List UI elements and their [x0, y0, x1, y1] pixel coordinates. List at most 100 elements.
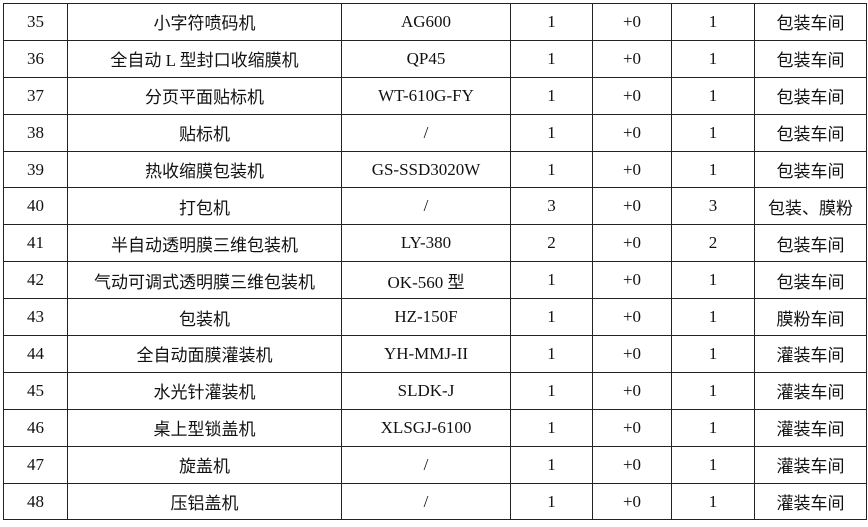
original-quantity: 1: [510, 371, 593, 410]
total-quantity: 1: [671, 261, 755, 300]
location: 包装车间: [754, 76, 867, 115]
table-row: 40 打包机/3 +0 3 包装、膜粉: [3, 187, 867, 226]
original-quantity: 1: [510, 39, 593, 78]
table-row: 43 包装机 HZ-150F 1 +0 1 膜粉车间: [3, 298, 867, 337]
model: LY-380: [341, 224, 511, 263]
original-quantity: 1: [510, 76, 593, 115]
total-quantity: 1: [671, 3, 755, 41]
model: HZ-150F: [341, 298, 511, 337]
location: 膜粉车间: [754, 298, 867, 337]
total-quantity: 1: [671, 371, 755, 410]
row-number: 43: [3, 298, 68, 337]
total-quantity: 1: [671, 39, 755, 78]
equipment-name: 桌上型锁盖机: [67, 408, 342, 447]
table-row: 35 小字符喷码机 AG600 1 +0 1 包装车间: [3, 3, 867, 41]
table-row: 38 贴标机/1 +0 1 包装车间: [3, 113, 867, 152]
total-quantity: 1: [671, 113, 755, 152]
original-quantity: 1: [510, 482, 593, 521]
original-quantity: 1: [510, 113, 593, 152]
row-number: 42: [3, 261, 68, 300]
equipment-name: 包装机: [67, 298, 342, 337]
location: 灌装车间: [754, 335, 867, 373]
equipment-name: 贴标机: [67, 113, 342, 152]
table-row: 41 半自动透明膜三维包装机 LY-380 2 +0 2 包装车间: [3, 224, 867, 263]
total-quantity: 1: [671, 445, 755, 484]
table-row: 36 全自动 L 型封口收缩膜机 QP45 1 +0 1 包装车间: [3, 39, 867, 78]
location: 包装车间: [754, 113, 867, 152]
change-quantity: +0: [592, 224, 672, 263]
total-quantity: 3: [671, 187, 755, 226]
equipment-table: 35 小字符喷码机 AG600 1 +0 1 包装车间 36 全自动 L 型封口收缩膜机 QP45…: [3, 3, 867, 521]
original-quantity: 1: [510, 408, 593, 447]
model: /: [341, 482, 511, 521]
table-row: 37 分页平面贴标机 WT-610G-FY 1 +0 1 包装车间: [3, 76, 867, 115]
change-quantity: +0: [592, 150, 672, 189]
location: 包装车间: [754, 224, 867, 263]
equipment-name: 分页平面贴标机: [67, 76, 342, 115]
equipment-name: 打包机: [67, 187, 342, 226]
total-quantity: 1: [671, 408, 755, 447]
location: 灌装车间: [754, 371, 867, 410]
table-row: 39 热收缩膜包装机 GS-SSD3020W 1 +0 1 包装车间: [3, 150, 867, 189]
equipment-name: 半自动透明膜三维包装机: [67, 224, 342, 263]
row-number: 47: [3, 445, 68, 484]
model: OK-560 型: [341, 261, 511, 300]
model: WT-610G-FY: [341, 76, 511, 115]
location: 灌装车间: [754, 445, 867, 484]
row-number: 41: [3, 224, 68, 263]
total-quantity: 1: [671, 335, 755, 373]
model: GS-SSD3020W: [341, 150, 511, 189]
table-row: 48 压铝盖机/1 +0 1 灌装车间: [3, 482, 867, 521]
original-quantity: 1: [510, 261, 593, 300]
location: 包装车间: [754, 39, 867, 78]
location: 包装车间: [754, 3, 867, 41]
equipment-name: 小字符喷码机: [67, 3, 342, 41]
change-quantity: +0: [592, 113, 672, 152]
row-number: 48: [3, 482, 68, 521]
table-row: 46 桌上型锁盖机 XLSGJ-6100 1 +0 1 灌装车间: [3, 408, 867, 447]
location: 包装车间: [754, 261, 867, 300]
change-quantity: +0: [592, 371, 672, 410]
change-quantity: +0: [592, 482, 672, 521]
model: QP45: [341, 39, 511, 78]
original-quantity: 2: [510, 224, 593, 263]
equipment-name: 气动可调式透明膜三维包装机: [67, 261, 342, 300]
change-quantity: +0: [592, 408, 672, 447]
equipment-name: 压铝盖机: [67, 482, 342, 521]
equipment-name: 热收缩膜包装机: [67, 150, 342, 189]
model: /: [341, 187, 511, 226]
location: 包装、膜粉: [754, 187, 867, 226]
row-number: 39: [3, 150, 68, 189]
location: 灌装车间: [754, 408, 867, 447]
total-quantity: 2: [671, 224, 755, 263]
row-number: 37: [3, 76, 68, 115]
row-number: 45: [3, 371, 68, 410]
location: 包装车间: [754, 150, 867, 189]
model: YH-MMJ-II: [341, 335, 511, 373]
table-row: 42 气动可调式透明膜三维包装机 OK-560 型 1 +0 1 包装车间: [3, 261, 867, 300]
change-quantity: +0: [592, 39, 672, 78]
total-quantity: 1: [671, 482, 755, 521]
total-quantity: 1: [671, 150, 755, 189]
total-quantity: 1: [671, 298, 755, 337]
change-quantity: +0: [592, 445, 672, 484]
model: /: [341, 113, 511, 152]
row-number: 36: [3, 39, 68, 78]
original-quantity: 1: [510, 298, 593, 337]
original-quantity: 1: [510, 150, 593, 189]
row-number: 44: [3, 335, 68, 373]
equipment-name: 旋盖机: [67, 445, 342, 484]
row-number: 35: [3, 3, 68, 41]
change-quantity: +0: [592, 76, 672, 115]
change-quantity: +0: [592, 335, 672, 373]
equipment-name: 全自动面膜灌装机: [67, 335, 342, 373]
location: 灌装车间: [754, 482, 867, 521]
row-number: 40: [3, 187, 68, 226]
model: /: [341, 445, 511, 484]
total-quantity: 1: [671, 76, 755, 115]
change-quantity: +0: [592, 261, 672, 300]
change-quantity: +0: [592, 298, 672, 337]
change-quantity: +0: [592, 187, 672, 226]
table-row: 47 旋盖机/1 +0 1 灌装车间: [3, 445, 867, 484]
original-quantity: 1: [510, 335, 593, 373]
